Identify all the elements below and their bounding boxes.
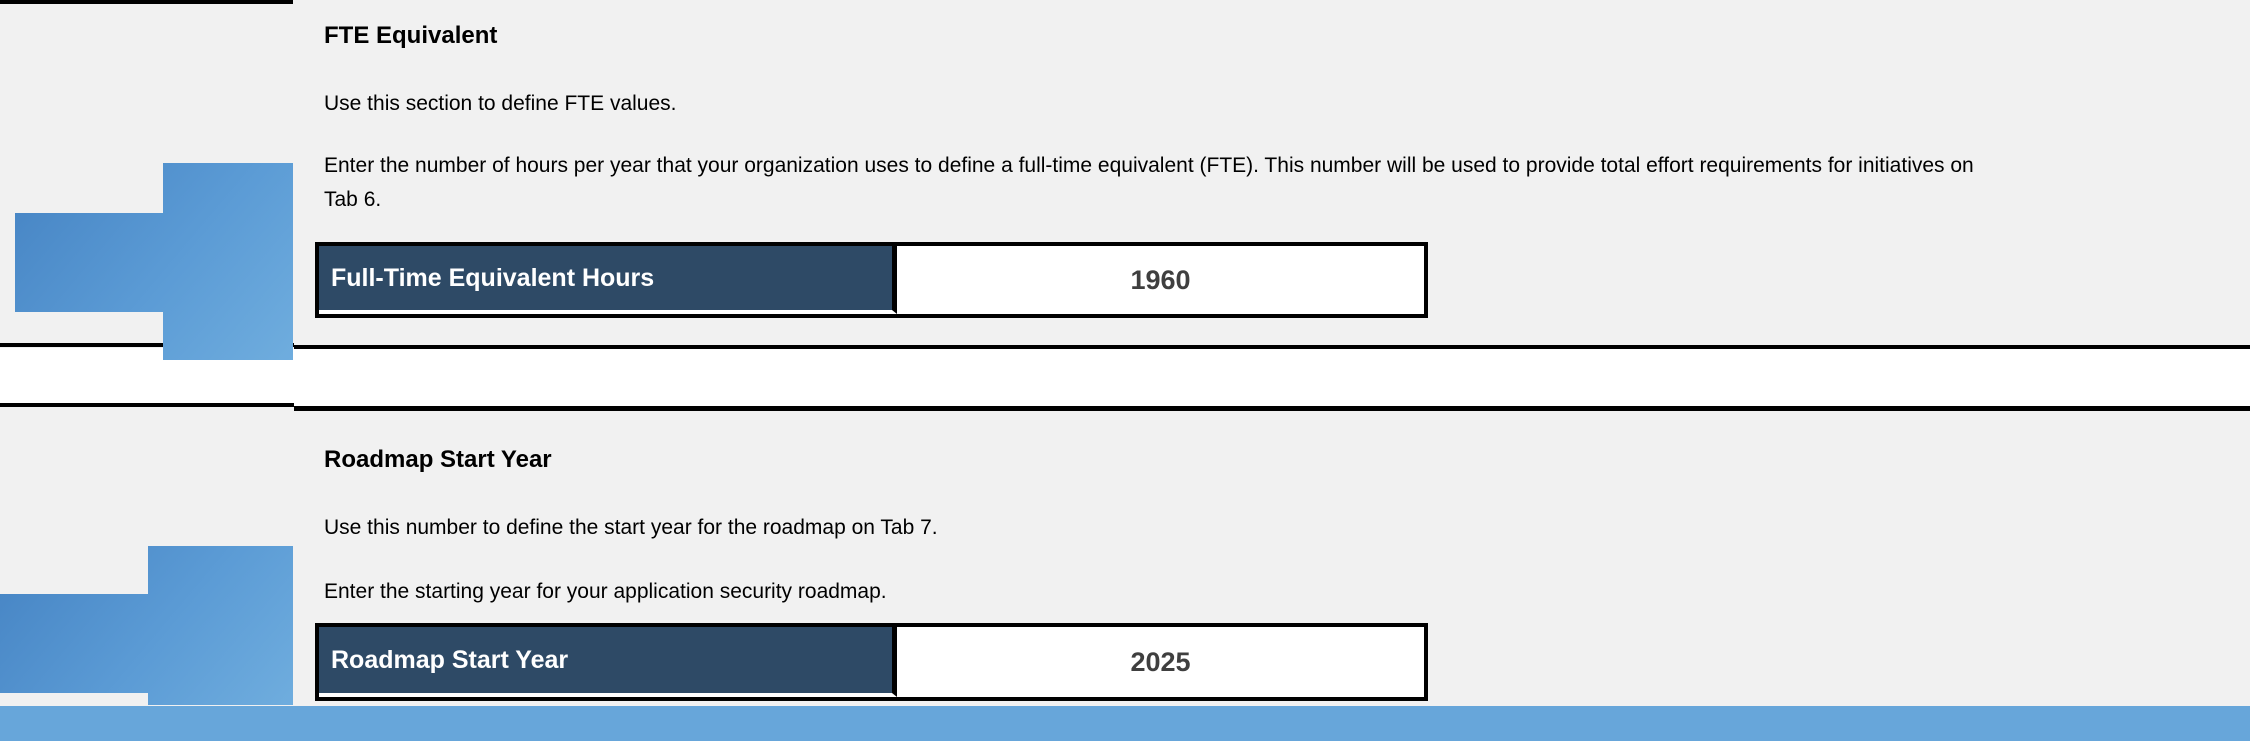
divider-line-bottom-left-segment <box>0 403 294 407</box>
divider-line-bottom-right-segment <box>294 406 2250 411</box>
roadmap-start-year-field-row: Roadmap Start Year 2025 <box>315 623 1428 701</box>
fte-description-line-1: Enter the number of hours per year that … <box>324 154 1974 177</box>
section-heading-fte-equivalent: FTE Equivalent <box>324 22 498 49</box>
divider-line-top-right-segment <box>294 345 2250 349</box>
roadmap-start-year-value-cell[interactable]: 2025 <box>897 627 1424 697</box>
fte-description-text: Enter the number of hours per year that … <box>324 149 2219 217</box>
divider-line-top-left-segment <box>0 343 294 347</box>
section-heading-roadmap-start-year: Roadmap Start Year <box>324 446 552 473</box>
fte-description-line-2: Tab 6. <box>324 188 382 211</box>
decorative-cross-shape-bottom <box>0 546 293 705</box>
roadmap-description-text: Enter the starting year for your applica… <box>324 580 887 603</box>
roadmap-intro-text: Use this number to define the start year… <box>324 516 938 539</box>
fte-hours-label-cell: Full-Time Equivalent Hours <box>319 246 897 314</box>
fte-intro-text: Use this section to define FTE values. <box>324 92 677 115</box>
section-divider-band <box>0 348 2250 406</box>
bottom-accent-bar <box>0 706 2250 741</box>
fte-hours-field-row: Full-Time Equivalent Hours 1960 <box>315 242 1428 318</box>
decorative-cross-shape-top <box>15 163 293 360</box>
top-border-bar <box>0 0 293 4</box>
fte-hours-value-cell[interactable]: 1960 <box>897 246 1424 314</box>
roadmap-start-year-label-cell: Roadmap Start Year <box>319 627 897 697</box>
